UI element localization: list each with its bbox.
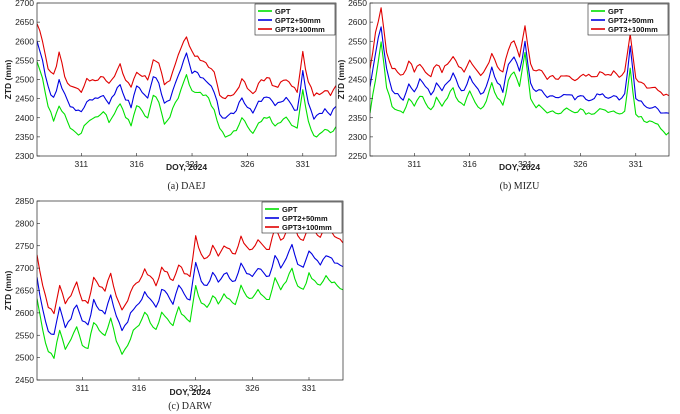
y-tick-label: 2500 [348, 55, 367, 65]
chart-panel-1: 2300 2350 2400 2450 2500 2550 2600 2650 2700 311 3… [3, 0, 337, 192]
x-tick-label: 316 [463, 159, 477, 169]
legend-entry: GPT2+50mm [608, 16, 654, 25]
y-tick-label: 2700 [15, 263, 34, 273]
y-tick-label: 2550 [348, 36, 367, 46]
y-tick-label: 2500 [15, 75, 34, 85]
x-tick-label: 316 [132, 383, 146, 393]
x-tick-label: 316 [130, 159, 144, 169]
y-tick-label: 2450 [348, 75, 367, 85]
legend-box [261, 201, 343, 234]
series-line-1 [37, 61, 336, 138]
series-line-2 [370, 26, 669, 114]
y-tick-label: 2850 [15, 196, 34, 206]
x-tick-label: 311 [75, 159, 89, 169]
y-tick-label: 2600 [15, 308, 34, 318]
series-line-2 [37, 40, 336, 120]
y-tick-label: 2800 [15, 218, 34, 228]
y-tick-label: 2400 [15, 113, 34, 123]
x-axis-label: DOY, 2024 [499, 162, 540, 172]
x-tick-label: 321 [185, 159, 199, 169]
y-tick-label: 2600 [15, 36, 34, 46]
y-tick-label: 2400 [348, 94, 367, 104]
y-tick-label: 2350 [15, 132, 34, 142]
series-line-1 [370, 41, 669, 136]
x-tick-label: 321 [189, 383, 203, 393]
x-tick-label: 311 [76, 383, 90, 393]
x-tick-label: 331 [302, 383, 316, 393]
y-tick-label: 2300 [15, 151, 34, 161]
y-tick-label: 2750 [15, 241, 34, 251]
y-tick-label: 2600 [348, 17, 367, 27]
series-line-2 [37, 243, 343, 335]
y-tick-label: 2700 [15, 0, 34, 8]
y-tick-label: 2250 [348, 151, 367, 161]
y-tick-label: 2550 [15, 330, 34, 340]
chart-panel-2: 2250 2300 2350 2400 2450 2500 2550 2600 2650 311 3… [336, 0, 670, 192]
legend-entry: GPT2+50mm [275, 16, 321, 25]
y-axis-label: ZTD (mm) [3, 60, 13, 100]
series-line-1 [37, 267, 343, 359]
y-tick-label: 2650 [15, 286, 34, 296]
y-axis-label: ZTD (mm) [336, 60, 346, 100]
y-tick-label: 2500 [15, 353, 34, 363]
y-tick-label: 2350 [348, 113, 367, 123]
y-tick-label: 2550 [15, 55, 34, 65]
x-tick-label: 331 [296, 159, 310, 169]
legend-entry: GPT [282, 205, 298, 214]
y-tick-label: 2450 [15, 94, 34, 104]
x-tick-label: 331 [629, 159, 643, 169]
chart-caption: (b) MIZU [500, 181, 540, 192]
y-axis-label: ZTD (mm) [3, 271, 13, 311]
y-tick-label: 2450 [15, 375, 34, 385]
x-tick-label: 326 [240, 159, 254, 169]
series-group [370, 7, 669, 136]
legend-entry: GPT3+100mm [608, 25, 658, 34]
x-tick-label: 326 [245, 383, 259, 393]
legend-entry: GPT3+100mm [275, 25, 325, 34]
x-tick-label: 311 [408, 159, 422, 169]
x-axis-label: DOY, 2024 [169, 387, 210, 397]
legend-entry: GPT [275, 7, 291, 16]
x-tick-label: 321 [518, 159, 532, 169]
series-line-3 [370, 7, 669, 97]
chart-caption: (a) DAEJ [167, 181, 205, 192]
x-tick-label: 326 [573, 159, 587, 169]
legend-entry: GPT2+50mm [282, 214, 328, 223]
y-tick-label: 2650 [348, 0, 367, 8]
legend-entry: GPT3+100mm [282, 223, 332, 232]
y-tick-label: 2650 [15, 17, 34, 27]
legend-entry: GPT [608, 7, 624, 16]
chart-caption: (c) DARW [168, 401, 212, 412]
chart-panel-3: 2450 2500 2550 2600 2650 2700 2750 2800 2850 311 3… [3, 196, 344, 412]
series-line-3 [37, 23, 336, 100]
series-group [37, 23, 336, 138]
y-tick-label: 2300 [348, 132, 367, 142]
x-axis-label: DOY, 2024 [166, 162, 207, 172]
